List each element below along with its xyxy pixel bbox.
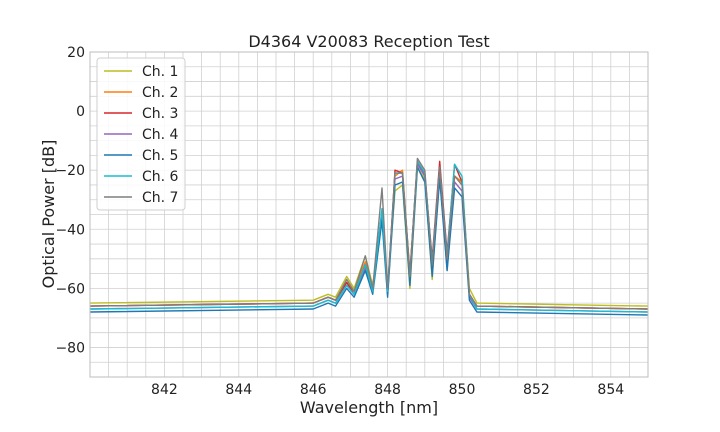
series-lines (89, 157, 649, 316)
legend-box (96, 57, 186, 211)
x-tick-label: 844 (225, 382, 252, 398)
legend-label: Ch. 7 (142, 190, 178, 206)
legend-label: Ch. 2 (142, 85, 178, 101)
y-tick-label: −40 (55, 222, 85, 238)
plot-area-frame (89, 51, 649, 378)
legend-label: Ch. 1 (142, 64, 178, 80)
chart-title: D4364 V20083 Reception Test (248, 32, 489, 51)
x-axis-label: Wavelength [nm] (300, 398, 438, 417)
y-tick-label: 0 (76, 104, 85, 120)
series-line-ch7 (89, 157, 649, 310)
legend: Ch. 1 Ch. 2 Ch. 3 Ch. 4 Ch. 5 Ch. 6 Ch. 7 (96, 57, 186, 211)
x-tick-label: 848 (374, 382, 401, 398)
legend-label: Ch. 5 (142, 148, 178, 164)
y-tick-label: −80 (55, 340, 85, 356)
x-axis-ticks: 842 844 846 848 850 852 854 (151, 382, 624, 398)
x-tick-label: 850 (449, 382, 476, 398)
x-tick-label: 846 (300, 382, 327, 398)
y-axis-label: Optical Power [dB] (39, 140, 58, 289)
x-tick-label: 852 (523, 382, 550, 398)
legend-label: Ch. 3 (142, 106, 178, 122)
y-tick-label: −60 (55, 281, 85, 297)
y-tick-label: −20 (55, 163, 85, 179)
legend-label: Ch. 4 (142, 127, 179, 143)
x-tick-label: 854 (597, 382, 624, 398)
legend-label: Ch. 6 (142, 169, 179, 185)
y-axis-ticks: 20 0 −20 −40 −60 −80 (55, 45, 85, 356)
x-tick-label: 842 (151, 382, 178, 398)
y-tick-label: 20 (67, 45, 85, 61)
